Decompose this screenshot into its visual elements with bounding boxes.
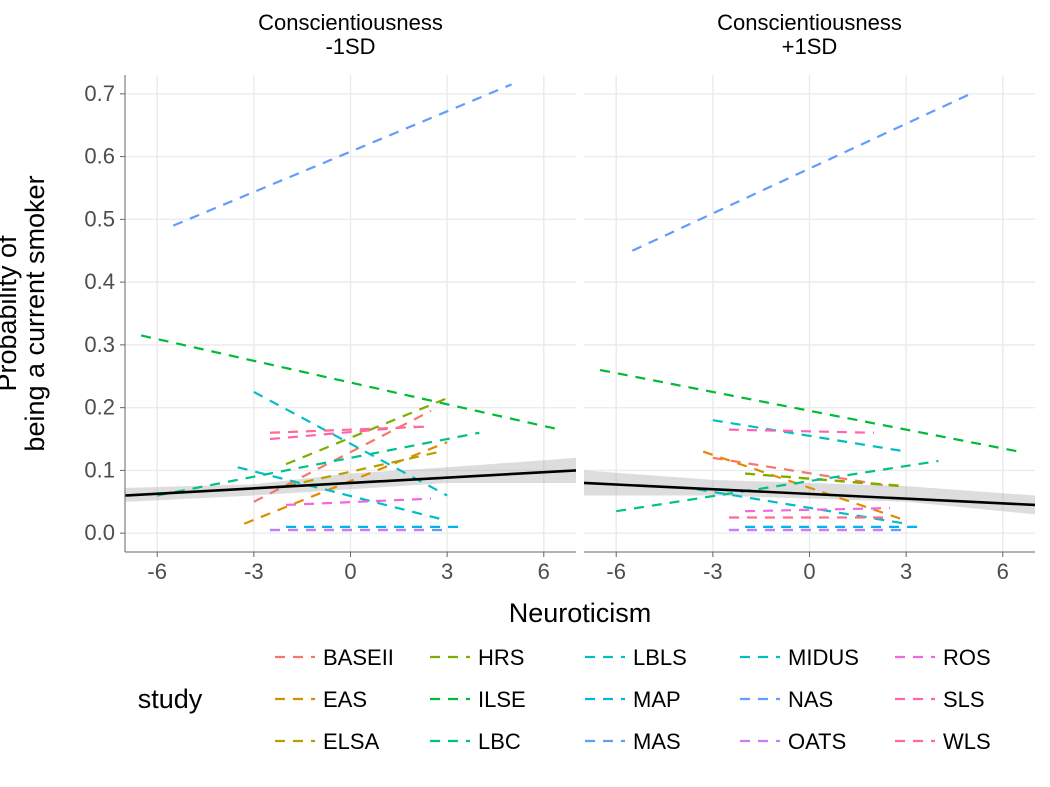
y-tick-label: 0.6 (84, 144, 115, 169)
x-axis-title: Neuroticism (509, 598, 652, 628)
legend-label-wls: WLS (943, 729, 991, 754)
legend-label-lbc: LBC (478, 729, 521, 754)
legend-label-baseii: BASEII (323, 645, 394, 670)
legend-label-eas: EAS (323, 687, 367, 712)
y-tick-label: 0.4 (84, 269, 115, 294)
legend-label-hrs: HRS (478, 645, 524, 670)
x-tick-label: -3 (244, 559, 264, 584)
x-tick-label: 3 (441, 559, 453, 584)
x-tick-label: 6 (997, 559, 1009, 584)
legend-label-lbls: LBLS (633, 645, 687, 670)
facet-label: Conscientiousness-1SD (258, 10, 443, 59)
y-tick-label: 0.1 (84, 457, 115, 482)
chart-svg: Probability ofbeing a current smoker Neur… (0, 0, 1050, 787)
x-tick-label: 6 (538, 559, 550, 584)
legend-label-midus: MIDUS (788, 645, 859, 670)
x-tick-label: 3 (900, 559, 912, 584)
legend-label-mas: MAS (633, 729, 681, 754)
x-tick-label: -6 (147, 559, 167, 584)
legend-label-ros: ROS (943, 645, 991, 670)
y-tick-label: 0.5 (84, 206, 115, 231)
legend-label-elsa: ELSA (323, 729, 380, 754)
x-tick-label: 0 (803, 559, 815, 584)
figure-container: Probability ofbeing a current smoker Neur… (0, 0, 1050, 787)
legend-label-nas: NAS (788, 687, 833, 712)
y-tick-label: 0.2 (84, 395, 115, 420)
facet-label: Conscientiousness+1SD (717, 10, 902, 59)
legend-title: study (138, 684, 203, 714)
x-tick-label: -3 (703, 559, 723, 584)
legend-label-map: MAP (633, 687, 681, 712)
y-axis-title: Probability ofbeing a current smoker (0, 175, 50, 451)
legend-label-oats: OATS (788, 729, 846, 754)
x-tick-label: -6 (606, 559, 626, 584)
legend-label-sls: SLS (943, 687, 985, 712)
y-tick-label: 0.3 (84, 332, 115, 357)
x-tick-label: 0 (344, 559, 356, 584)
y-tick-label: 0.0 (84, 520, 115, 545)
y-tick-label: 0.7 (84, 81, 115, 106)
legend-label-ilse: ILSE (478, 687, 526, 712)
